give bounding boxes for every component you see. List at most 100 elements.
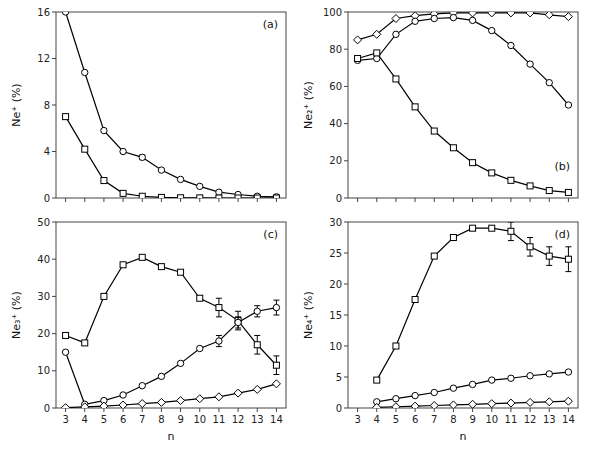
plot-frame [348, 222, 578, 408]
series-line [358, 18, 569, 105]
x-tick-label: 12 [524, 414, 537, 425]
data-point [527, 183, 533, 189]
data-point [546, 253, 552, 259]
y-axis-label: Ne₃⁺ (%) [10, 291, 23, 339]
y-tick [344, 284, 348, 285]
x-tick [257, 198, 258, 202]
y-tick [344, 123, 348, 124]
x-tick [123, 408, 124, 412]
data-point [254, 195, 260, 198]
y-tick [52, 198, 56, 199]
data-point [355, 56, 361, 62]
x-tick-label: 9 [177, 414, 183, 425]
plot-frame [56, 12, 286, 198]
x-tick [103, 408, 104, 412]
data-point [216, 338, 222, 344]
x-tick [472, 408, 473, 412]
data-point [374, 50, 380, 56]
y-tick-label: 80 [329, 44, 342, 55]
data-point [546, 79, 552, 85]
data-point [392, 15, 400, 23]
data-point [216, 189, 222, 195]
data-point [120, 262, 126, 268]
data-point [564, 397, 572, 405]
data-point [139, 254, 145, 260]
y-tick-label: 0 [336, 403, 342, 414]
data-point [82, 146, 88, 152]
x-tick [530, 408, 531, 412]
y-tick-label: 20 [37, 328, 50, 339]
data-point [507, 399, 515, 407]
data-point [431, 389, 437, 395]
x-tick [142, 198, 143, 202]
x-tick [84, 198, 85, 202]
panel-label: (c) [263, 228, 278, 241]
data-point [392, 403, 400, 408]
y-tick [52, 105, 56, 106]
data-point [431, 128, 437, 134]
x-tick [415, 408, 416, 412]
data-point [120, 190, 126, 196]
x-tick-label: 3 [354, 414, 360, 425]
x-tick [103, 198, 104, 202]
y-tick [52, 222, 56, 223]
plot-area [62, 12, 279, 198]
x-tick [376, 408, 377, 412]
y-axis-label: Ne₄⁺ (%) [302, 291, 315, 339]
lines [358, 13, 569, 192]
x-tick-label: 10 [485, 414, 498, 425]
y-tick [52, 58, 56, 59]
error-bar [508, 222, 514, 241]
data-point [177, 360, 183, 366]
data-point [197, 295, 203, 301]
y-tick [52, 151, 56, 152]
data-point [526, 398, 534, 406]
data-point [101, 127, 107, 133]
data-point [235, 319, 241, 325]
error-bar [216, 335, 222, 346]
x-tick [530, 198, 531, 202]
y-tick-label: 0 [44, 193, 50, 204]
data-point [449, 401, 457, 408]
y-tick [344, 86, 348, 87]
data-point [101, 293, 107, 299]
data-point [197, 183, 203, 189]
y-tick-label: 15 [329, 310, 342, 321]
plot-frame [56, 222, 286, 408]
data-point [254, 342, 260, 348]
data-point [469, 17, 475, 23]
panel-label: (d) [554, 228, 570, 241]
data-point [139, 193, 145, 198]
data-point [157, 398, 165, 406]
data-point [412, 104, 418, 110]
data-point [62, 404, 70, 408]
data-point [488, 12, 496, 17]
x-tick-label: 7 [139, 414, 145, 425]
x-tick-label: 14 [562, 414, 575, 425]
data-point [197, 345, 203, 351]
x-tick [357, 408, 358, 412]
data-point [272, 380, 280, 388]
series-line [358, 13, 569, 40]
data-point [508, 42, 514, 48]
x-tick-label: 6 [120, 414, 126, 425]
data-point [82, 69, 88, 75]
x-tick [180, 198, 181, 202]
y-tick [344, 346, 348, 347]
x-tick [238, 408, 239, 412]
data-point [158, 264, 164, 270]
series-line [377, 228, 569, 380]
y-tick-label: 30 [329, 217, 342, 228]
error-bar [235, 317, 241, 328]
y-tick-label: 10 [329, 341, 342, 352]
y-tick-label: 20 [329, 155, 342, 166]
error-bar [273, 356, 279, 375]
data-point [565, 102, 571, 108]
x-tick [65, 198, 66, 202]
y-tick [52, 370, 56, 371]
x-tick [568, 408, 569, 412]
series-line [66, 257, 277, 365]
data-point [273, 195, 279, 198]
y-tick [344, 160, 348, 161]
data-point [489, 170, 495, 176]
